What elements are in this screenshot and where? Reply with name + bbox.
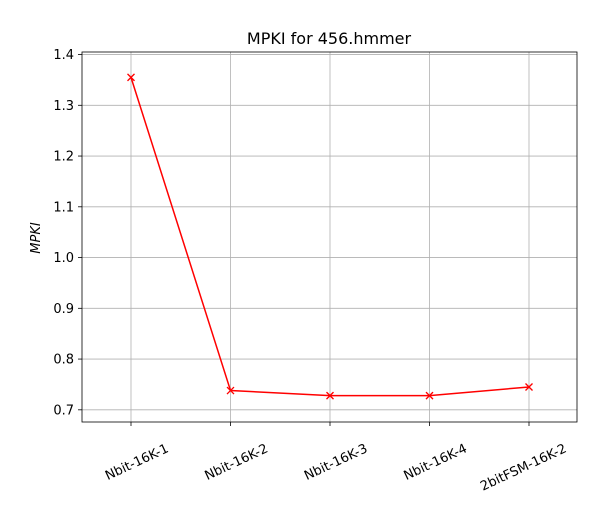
y-tick-label: 0.8 xyxy=(53,353,74,368)
x-tick-label: Nbit-16K-1 xyxy=(103,441,171,483)
marker-stroke xyxy=(226,386,235,395)
x-tick-label: Nbit-16K-3 xyxy=(302,441,370,483)
marker-stroke xyxy=(425,391,434,400)
x-tick-label: Nbit-16K-2 xyxy=(203,441,271,483)
data-point-marker xyxy=(127,73,135,82)
plot-frame xyxy=(81,51,578,423)
data-point-marker xyxy=(425,391,434,400)
x-tick-label: Nbit-16K-4 xyxy=(402,441,470,483)
marker-stroke xyxy=(525,383,533,391)
y-tick-label: 0.7 xyxy=(53,403,74,418)
series-layer xyxy=(127,73,533,400)
y-tick-label: 1.3 xyxy=(53,99,74,114)
y-tick-label: 1.1 xyxy=(53,200,74,215)
x-tick-label: 2bitFSM-16K-2 xyxy=(478,441,569,494)
marker-stroke xyxy=(127,73,135,82)
y-axis-label: MPKI xyxy=(29,222,44,254)
data-point-marker xyxy=(226,386,235,395)
y-tick-label: 1.0 xyxy=(53,251,74,266)
chart-title: MPKI for 456.hmmer xyxy=(247,29,412,48)
data-point-marker xyxy=(525,383,533,391)
y-tick-label: 1.4 xyxy=(53,48,74,63)
y-tick-label: 1.2 xyxy=(53,150,74,165)
axes xyxy=(78,51,578,426)
y-tick-label: 0.9 xyxy=(53,302,74,317)
marker-stroke xyxy=(326,391,334,400)
data-point-marker xyxy=(326,391,334,400)
grid xyxy=(82,52,577,422)
